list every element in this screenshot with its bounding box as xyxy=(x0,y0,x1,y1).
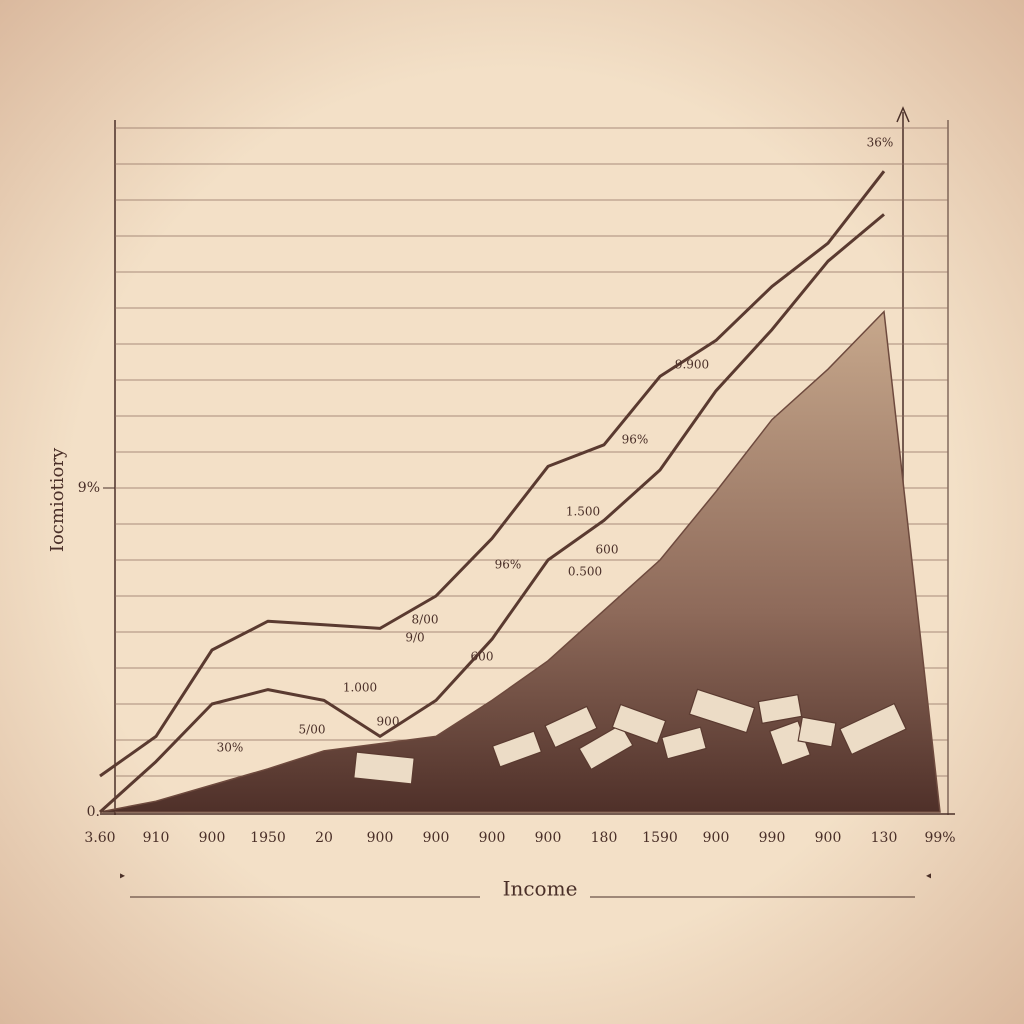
annotation: 9.900 xyxy=(675,358,709,372)
bills xyxy=(353,688,907,785)
x-tick-label: 900 xyxy=(367,830,394,846)
x-tick-label: 900 xyxy=(703,830,730,846)
x-tick-label: 99% xyxy=(924,830,955,846)
annotation: 900 xyxy=(377,715,400,729)
y-tick-label: 0. xyxy=(87,804,100,820)
bill xyxy=(661,726,707,760)
annotation: 1.000 xyxy=(343,681,377,695)
bill xyxy=(839,702,907,756)
x-tick-label: 990 xyxy=(759,830,786,846)
bill xyxy=(491,730,543,768)
x-tick-label: 130 xyxy=(871,830,898,846)
arrow-head xyxy=(896,106,910,123)
x-tick-label: 1590 xyxy=(642,830,678,846)
area-layer xyxy=(99,127,948,813)
bill xyxy=(544,705,598,749)
annotation: 36% xyxy=(867,136,894,150)
x-tick-label: 900 xyxy=(815,830,842,846)
x-rule-arrow: ◂ xyxy=(926,871,931,882)
x-tick-label: 900 xyxy=(423,830,450,846)
annotation: 96% xyxy=(495,558,522,572)
annotation: 8/00 xyxy=(412,613,439,627)
bill xyxy=(797,716,837,748)
bill xyxy=(688,688,756,734)
area xyxy=(99,309,941,813)
annotation: 96% xyxy=(622,433,649,447)
x-tick-label: 20 xyxy=(315,830,333,846)
x-tick-label: 900 xyxy=(479,830,506,846)
annotation: 5/00 xyxy=(299,723,326,737)
annotation: 30% xyxy=(217,741,244,755)
line xyxy=(99,170,886,778)
annotation: 600 xyxy=(596,543,619,557)
x-tick-label: 900 xyxy=(199,830,226,846)
bill xyxy=(611,703,667,745)
y-axis-label: Iocmiotiory xyxy=(47,447,68,552)
bill xyxy=(353,751,415,785)
bill xyxy=(757,693,803,725)
annotation: 600 xyxy=(471,650,494,664)
annotation: 1.500 xyxy=(566,505,600,519)
x-tick-label: 1950 xyxy=(250,830,286,846)
x-tick-label: 180 xyxy=(591,830,618,846)
line xyxy=(98,213,885,814)
annotation: 9/0 xyxy=(405,631,424,645)
x-rule-arrow: ▸ xyxy=(120,871,125,882)
y-tick-label: 9% xyxy=(78,480,100,496)
x-tick-label: 3.60 xyxy=(84,830,115,846)
x-tick-label: 900 xyxy=(535,830,562,846)
x-tick-label: 910 xyxy=(143,830,170,846)
annotation: 0.500 xyxy=(568,565,602,579)
x-axis-label: Income xyxy=(503,877,578,901)
bill xyxy=(578,723,634,771)
